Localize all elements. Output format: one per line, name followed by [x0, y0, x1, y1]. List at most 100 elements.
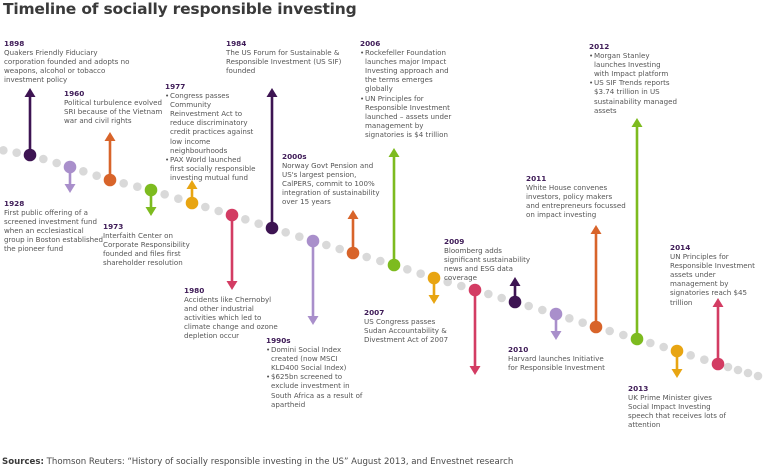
event-description: Political turbulence evolved SRI because… [64, 98, 163, 126]
event-year: 2011 [526, 174, 547, 183]
event-year: 1990s [266, 336, 291, 345]
arrow-up-icon [631, 118, 643, 127]
timeline-event: 1973 Interfaith Center on Corporate Respo… [103, 222, 193, 267]
track-dot [619, 330, 628, 340]
timeline-event: 1960 Political turbulence evolved SRI bec… [64, 89, 164, 125]
track-dot [605, 326, 614, 336]
event-bullet: Congress passes Community Reinvestment A… [165, 91, 257, 155]
timeline-event: 1898 Quakers Friendly Fiduciary corporati… [4, 39, 134, 84]
timeline-node [63, 160, 77, 174]
track-dot [295, 232, 304, 241]
track-dot [322, 240, 331, 250]
timeline-event: 2011 White House convenes investors, poli… [526, 174, 626, 219]
event-year: 2012 [589, 42, 610, 51]
timeline-node [427, 271, 441, 285]
arrow-up-icon [186, 180, 198, 189]
timeline-event: 1984 The US Forum for Sustainable & Respo… [226, 39, 346, 75]
timeline-node [346, 246, 360, 260]
arrow-up-icon [388, 148, 400, 157]
event-bullets: Rockefeller Foundation launches major Im… [360, 48, 458, 139]
arrow-up-icon [24, 88, 36, 97]
event-year: 2007 [364, 308, 385, 317]
timeline-event: 2000s Norway Govt Pension and US's larges… [282, 152, 380, 207]
track-dot [92, 171, 101, 180]
timeline-node [306, 234, 320, 248]
event-description: Bloomberg adds significant sustainabilit… [444, 246, 531, 283]
event-description: Interfaith Center on Corporate Responsib… [103, 231, 190, 268]
event-description: Accidents like Chernobyl and other indus… [184, 295, 278, 341]
event-year: 1973 [103, 222, 124, 231]
event-description: US Congress passes Sudan Accountability … [364, 317, 449, 345]
timeline-node [23, 148, 37, 162]
track-dot [524, 301, 533, 311]
event-description: Quakers Friendly Fiduciary corporation f… [4, 48, 130, 85]
timeline-node [670, 344, 684, 358]
timeline-node [265, 221, 279, 235]
track-dot [39, 154, 48, 164]
event-bullets: Morgan Stanley launches Investing with I… [589, 51, 677, 115]
track-dot [362, 252, 371, 262]
event-year: 2014 [670, 243, 691, 252]
track-dot [743, 368, 753, 378]
timeline-node [508, 295, 522, 309]
sources-label: Sources: [2, 457, 44, 467]
sources-note: Sources: Thomson Reuters: “History of so… [2, 457, 513, 467]
track-dot [497, 293, 506, 303]
event-year: 1898 [4, 39, 25, 48]
event-bullet: UN Principles for Responsible Investment… [360, 94, 458, 139]
track-dot [254, 219, 263, 228]
track-dot [646, 338, 655, 348]
track-dot [281, 228, 290, 237]
track-dot [538, 305, 547, 315]
track-dot [723, 362, 733, 372]
track-dot [416, 269, 425, 278]
timeline-event: 2009 Bloomberg adds significant sustainab… [444, 237, 539, 282]
timeline-event: 2006Rockefeller Foundation launches majo… [360, 39, 458, 139]
arrow-down-icon [671, 369, 683, 378]
arrow-down-icon [428, 295, 440, 304]
event-bullet: Rockefeller Foundation launches major Im… [360, 48, 458, 93]
timeline-event: 1980 Accidents like Chernobyl and other i… [184, 286, 279, 341]
track-dot [160, 190, 169, 199]
event-bullets: Domini Social Index created (now MSCI KL… [266, 345, 366, 409]
event-description: Harvard launches Initiative for Responsi… [508, 354, 605, 373]
timeline-node [711, 357, 725, 371]
timeline-event: 1990sDomini Social Index created (now MS… [266, 336, 366, 409]
track-dot [12, 148, 21, 157]
track-dot [578, 318, 587, 327]
event-year: 1960 [64, 89, 85, 98]
timeline-node [225, 208, 239, 222]
event-year: 1980 [184, 286, 205, 295]
timeline-node [387, 258, 401, 272]
event-bullets: Congress passes Community Reinvestment A… [165, 91, 257, 182]
event-description: White House convenes investors, policy m… [526, 183, 626, 220]
track-dot [457, 281, 466, 291]
page-title: Timeline of socially responsible investi… [3, 0, 357, 18]
event-year: 2006 [360, 39, 381, 48]
timeline-event: 2007 US Congress passes Sudan Accountabil… [364, 308, 459, 344]
event-description: Norway Govt Pension and US's largest pen… [282, 161, 380, 207]
timeline-node [144, 183, 158, 197]
track-dot [376, 256, 385, 266]
event-bullet: Domini Social Index created (now MSCI KL… [266, 345, 366, 372]
arrow-up-icon [712, 298, 724, 307]
track-dot [700, 355, 709, 364]
event-bullet: PAX World launched first socially respon… [165, 155, 257, 182]
track-dot [335, 244, 344, 254]
arrow-down-icon [469, 366, 481, 375]
track-dot [174, 194, 183, 203]
timeline-node [103, 173, 117, 187]
event-description: UN Principles for Responsible Investment… [670, 252, 755, 307]
event-year: 1984 [226, 39, 247, 48]
timeline-event: 2014 UN Principles for Responsible Invest… [670, 243, 760, 307]
track-dot [0, 146, 8, 155]
timeline-node [549, 307, 563, 321]
track-dot [733, 365, 743, 375]
event-year: 2009 [444, 237, 465, 246]
track-dot [753, 371, 763, 381]
timeline-event: 2013 UK Prime Minister gives Social Impac… [628, 384, 728, 429]
arrow-down-icon [307, 316, 319, 325]
event-year: 1977 [165, 82, 186, 91]
timeline-event: 2010 Harvard launches Initiative for Resp… [508, 345, 608, 372]
event-year: 1928 [4, 199, 25, 208]
